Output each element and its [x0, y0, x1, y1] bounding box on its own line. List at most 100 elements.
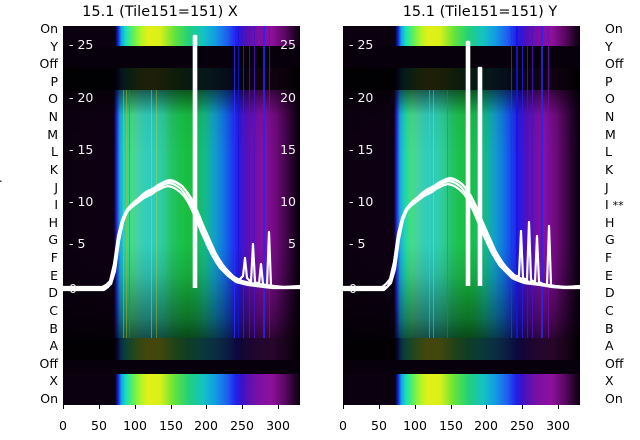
heat-striations — [343, 26, 580, 405]
ytick-right-20: 20 — [280, 90, 296, 105]
dipole-label-y: Y — [605, 38, 613, 54]
ytick-left-25: - 25 — [69, 37, 94, 52]
dipole-label-o: O — [605, 91, 615, 107]
dipole-label-n: N — [48, 109, 58, 125]
xtick-label: 0 — [59, 418, 67, 433]
dipole-label-h: H — [48, 214, 58, 230]
heat-band-dim-upper — [63, 68, 300, 90]
dipole-label-p: P — [50, 73, 58, 89]
heat-band-dim-lower — [343, 338, 580, 360]
xtick-label: 250 — [230, 418, 254, 433]
xtick-label: 200 — [194, 418, 218, 433]
dipole-label-d: D — [48, 285, 58, 301]
dipole-label-e: E — [605, 267, 613, 283]
xtick-label: 50 — [371, 418, 387, 433]
dipole-label-on: On — [605, 21, 623, 36]
dipole-label-a: A — [605, 338, 614, 354]
heat-band-dark-upper — [343, 46, 580, 68]
dipole-label-off: Off — [605, 355, 624, 371]
ytick-left-5: - 5 — [69, 236, 86, 251]
ytick-left-25: - 25 — [349, 37, 374, 52]
dipole-label-f: F — [605, 250, 613, 266]
heat-band-top — [343, 26, 580, 46]
dipole-label-g: G — [48, 232, 58, 248]
dipole-label-f: F — [50, 250, 58, 266]
dipole-label-d: D — [605, 285, 615, 301]
dipole-label-x: X — [49, 373, 58, 389]
ytick-right-10: 10 — [280, 194, 296, 209]
ytick-left-0: 0 — [69, 281, 77, 296]
dipole-label-b: B — [605, 320, 614, 336]
xtick-label: 300 — [546, 418, 570, 433]
ytick-left-5: - 5 — [349, 236, 366, 251]
heat-band-main — [343, 90, 580, 338]
panel-y: 15.1 (Tile151=151) Y — [320, 0, 640, 440]
panel-y-title: 15.1 (Tile151=151) Y — [402, 4, 558, 20]
heat-band-dark-upper — [63, 46, 300, 68]
heat-band-bottom — [63, 374, 300, 405]
panel-y-plot-area: - 25 - 20 - 15 - 10 - 5 0 — [343, 26, 580, 405]
xtick-label: 0 — [339, 418, 347, 433]
amplitude-traces-x — [63, 34, 300, 292]
dipole-label-off: Off — [39, 355, 58, 371]
ytick-left-20: - 20 — [349, 90, 374, 105]
ytick-left-0: 0 — [349, 281, 357, 296]
panel-x: 15.1 (Tile151=151) X — [0, 4, 300, 433]
dipole-label-c: C — [605, 302, 614, 318]
heat-band-dim-upper — [343, 68, 580, 90]
xtick-label: 50 — [91, 418, 107, 433]
xtick-label: 300 — [266, 418, 290, 433]
ytick-right-15: 15 — [280, 142, 296, 157]
dipole-label-i: I — [54, 197, 58, 213]
dipole-label-m: M — [605, 126, 616, 142]
dipole-label-k: K — [49, 161, 58, 177]
dipole-label-on: On — [40, 391, 58, 406]
dipole-label-c: C — [49, 302, 58, 318]
heat-band-dim-lower — [63, 338, 300, 360]
xtick-label: 150 — [439, 418, 463, 433]
heat-band-bottom — [343, 374, 580, 405]
xtick-label: 150 — [159, 418, 183, 433]
xtick-label: 100 — [123, 418, 147, 433]
xtick-label: 250 — [510, 418, 534, 433]
ytick-left-20: - 20 — [69, 90, 94, 105]
ytick-left-10: - 10 — [69, 194, 94, 209]
dipole-label-on: On — [40, 21, 58, 36]
dipole-label-h: H — [605, 214, 615, 230]
dipole-label-i---: I ** — [605, 197, 624, 213]
dipole-label-g: G — [605, 232, 615, 248]
amplitude-traces-y — [343, 40, 580, 292]
dipole-label-o: O — [48, 91, 58, 107]
dipole-label-l: L — [605, 144, 612, 160]
dipole-label-b: B — [49, 320, 58, 336]
panel-x-title: 15.1 (Tile151=151) X — [82, 4, 238, 20]
ytick-left-10: - 10 — [349, 194, 374, 209]
dipole-label-e: E — [50, 267, 58, 283]
heat-band-dark-lower — [63, 360, 300, 374]
heat-band-main — [63, 90, 300, 338]
xtick-label: 100 — [403, 418, 427, 433]
ytick-left-15: - 15 — [69, 142, 94, 157]
dipole-label-x: X — [605, 373, 614, 389]
ytick-right-25: 25 — [280, 37, 296, 52]
dipole-label-off: Off — [39, 56, 58, 72]
dipole-label-m: M — [47, 126, 58, 142]
dipole-label-n: N — [605, 109, 615, 125]
dipole-label-k: K — [605, 161, 614, 177]
ytick-right-5: 5 — [288, 236, 296, 251]
panel-x-plot-area: - 25 - 20 - 15 - 10 - 5 0 25 20 15 10 5 — [63, 26, 300, 405]
dipole-label-on: On — [605, 391, 623, 406]
flag-marker-icon: ** — [612, 199, 624, 213]
dipole-label-l: L — [51, 144, 58, 160]
dipole-label-j: J — [54, 179, 58, 195]
dipole-label-off: Off — [605, 56, 624, 72]
heat-band-dark-lower — [343, 360, 580, 374]
heat-band-top — [63, 26, 300, 46]
xtick-label: 200 — [474, 418, 498, 433]
dipole-label-j: J — [605, 179, 609, 195]
dipole-label-y: Y — [50, 38, 58, 54]
dipole-label-p: P — [605, 73, 613, 89]
dipole-label-a: A — [49, 338, 58, 354]
ytick-left-15: - 15 — [349, 142, 374, 157]
